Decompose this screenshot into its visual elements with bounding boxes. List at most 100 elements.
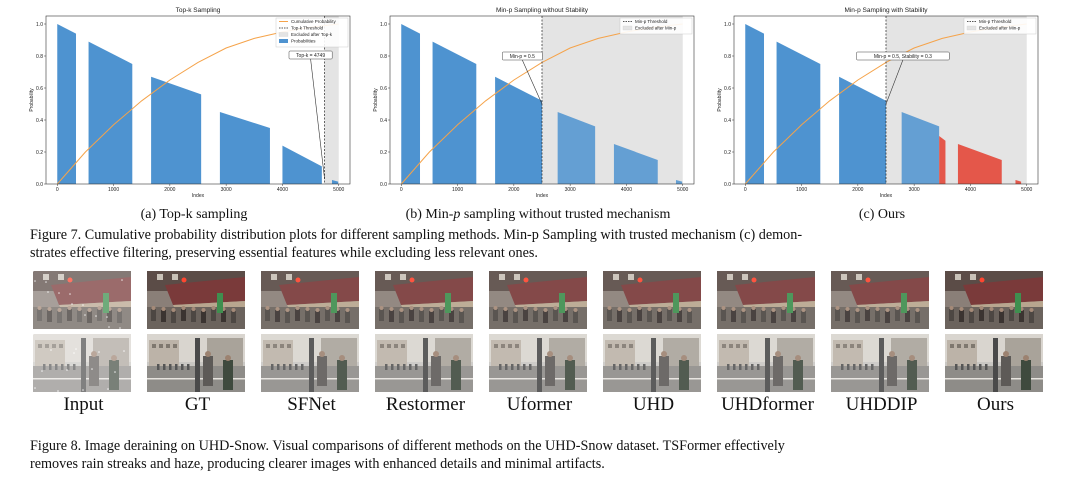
person (731, 310, 736, 322)
x-tick-label: 0 (400, 187, 403, 193)
snow-flake (123, 350, 125, 352)
head (37, 306, 42, 310)
pedestrian (397, 364, 400, 370)
person (201, 311, 206, 323)
annotation-arrow (522, 59, 543, 105)
figure7-caption-line2: strates effective filtering, preserving … (30, 245, 538, 261)
legend-label: Min-p Threshold (635, 19, 668, 24)
head (533, 307, 538, 311)
legend-swatch (279, 39, 288, 43)
method-label-uhdformer: UHDformer (721, 394, 814, 415)
chart-svg: Min-p Sampling without Stability Min-p = … (373, 7, 695, 198)
window (514, 274, 520, 280)
street-light (295, 277, 301, 283)
x-tick-label: 3000 (909, 187, 920, 193)
pedestrian (169, 364, 172, 370)
head (731, 307, 736, 311)
person (617, 310, 622, 322)
annotation-arrow (885, 59, 904, 105)
bar-0 (57, 24, 77, 184)
window (727, 274, 733, 280)
window (280, 344, 284, 348)
building (947, 340, 977, 366)
head (151, 306, 156, 310)
annotation-box (288, 50, 333, 60)
result-image-svg (147, 271, 245, 329)
bar-4 (282, 145, 322, 184)
street-light (67, 277, 73, 283)
person (865, 309, 870, 321)
head (117, 308, 122, 312)
head (111, 355, 117, 361)
pedestrian (961, 364, 964, 370)
head (607, 306, 612, 310)
window (743, 344, 747, 348)
window (628, 274, 634, 280)
pedestrian (301, 364, 304, 370)
head (211, 306, 216, 310)
awning (621, 277, 701, 305)
head (875, 307, 880, 311)
person (171, 311, 176, 323)
person (791, 310, 796, 322)
pedestrian (385, 364, 388, 370)
head (493, 306, 498, 310)
head (379, 306, 384, 310)
haze (717, 334, 815, 392)
person (67, 309, 72, 321)
snow-flake (107, 388, 109, 390)
result-image-gt (147, 271, 245, 329)
pedestrian (61, 364, 64, 370)
bar-5 (331, 180, 339, 184)
window (971, 344, 975, 348)
window (615, 344, 619, 348)
snow-flake (108, 326, 110, 328)
person (875, 310, 880, 322)
head (885, 308, 890, 312)
person (97, 309, 102, 321)
y-tick-label: 1.0 (380, 22, 387, 28)
method-label-uhd: UHD (632, 394, 675, 415)
awning (507, 277, 587, 305)
window (58, 274, 64, 280)
pedestrian (631, 364, 634, 370)
y-tick-label: 0.8 (724, 54, 731, 60)
snow-flake (57, 390, 59, 392)
head (171, 308, 176, 312)
legend-label: Min-p Threshold (979, 19, 1012, 24)
pole (423, 338, 428, 392)
bar-6 (1015, 180, 1022, 184)
window (850, 344, 854, 348)
pole (651, 338, 656, 392)
person-coat (1001, 356, 1011, 386)
pedestrian (181, 364, 184, 370)
snow-flake (66, 369, 68, 371)
head (513, 308, 518, 312)
person (751, 309, 756, 321)
legend-swatch (622, 25, 633, 31)
person (637, 309, 642, 321)
pedestrian (955, 364, 958, 370)
pedestrian (415, 364, 418, 370)
pole (537, 338, 542, 392)
y-axis-label: Probability (373, 88, 379, 112)
awning (165, 277, 245, 305)
person (627, 311, 632, 323)
person (399, 311, 404, 323)
pedestrian (499, 364, 502, 370)
person (305, 310, 310, 322)
pedestrian (43, 364, 46, 370)
y-tick-label: 0.8 (380, 54, 387, 60)
person (459, 311, 464, 323)
pedestrian (985, 364, 988, 370)
x-tick-label: 4000 (621, 187, 632, 193)
head (949, 306, 954, 310)
window (271, 274, 277, 280)
result-image-input (33, 334, 131, 392)
result-image-svg (489, 271, 587, 329)
person (533, 310, 538, 322)
window (950, 344, 954, 348)
head (345, 308, 350, 312)
snow-flake (71, 303, 73, 305)
figure8-caption-line2: removes rain streaks and haze, producing… (30, 456, 605, 472)
